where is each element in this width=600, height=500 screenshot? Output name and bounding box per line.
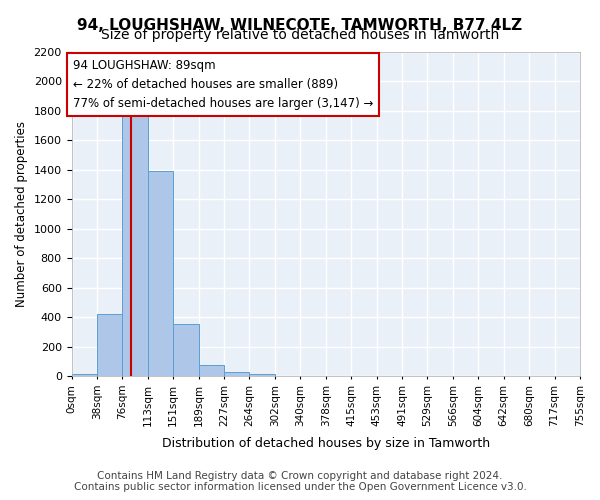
Bar — [122, 109, 148, 376]
Y-axis label: Number of detached properties: Number of detached properties — [15, 121, 28, 307]
X-axis label: Distribution of detached houses by size in Tamworth: Distribution of detached houses by size … — [162, 437, 490, 450]
Bar — [173, 324, 199, 376]
Bar — [71, 374, 97, 376]
Text: Contains HM Land Registry data © Crown copyright and database right 2024.
Contai: Contains HM Land Registry data © Crown c… — [74, 471, 526, 492]
Bar — [250, 374, 275, 376]
Bar — [199, 365, 224, 376]
Bar — [97, 314, 122, 376]
Text: 94, LOUGHSHAW, WILNECOTE, TAMWORTH, B77 4LZ: 94, LOUGHSHAW, WILNECOTE, TAMWORTH, B77 … — [77, 18, 523, 32]
Bar — [224, 372, 250, 376]
Text: 94 LOUGHSHAW: 89sqm
← 22% of detached houses are smaller (889)
77% of semi-detac: 94 LOUGHSHAW: 89sqm ← 22% of detached ho… — [73, 59, 373, 110]
Text: Size of property relative to detached houses in Tamworth: Size of property relative to detached ho… — [101, 28, 499, 42]
Bar — [148, 171, 173, 376]
